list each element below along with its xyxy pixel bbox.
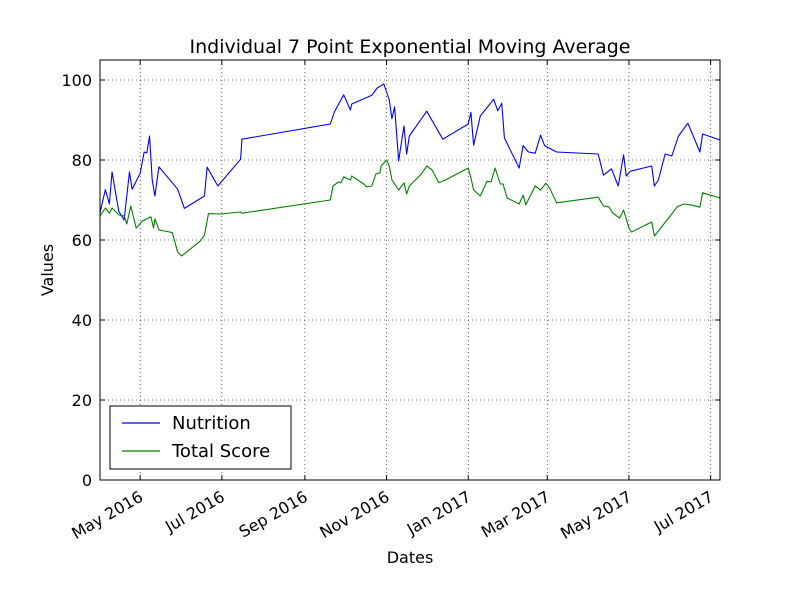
y-tick-label: 100 — [61, 71, 92, 90]
y-axis-label: Values — [38, 244, 57, 296]
y-tick-label: 60 — [72, 231, 92, 250]
legend-label: Nutrition — [172, 413, 251, 434]
series-line-total-score — [99, 159, 721, 257]
series-line-nutrition — [99, 83, 721, 221]
y-tick-label: 80 — [72, 151, 92, 170]
legend-label: Total Score — [171, 441, 270, 462]
y-tick-label: 20 — [72, 391, 92, 410]
legend-box — [109, 405, 292, 470]
y-tick-label: 0 — [82, 471, 92, 490]
legend: Nutrition Total Score — [109, 405, 292, 470]
y-tick-label: 40 — [72, 311, 92, 330]
series-layer — [99, 83, 721, 257]
plot-frame — [99, 59, 721, 481]
x-axis-label: Dates — [387, 548, 434, 567]
chart-title: Individual 7 Point Exponential Moving Av… — [189, 36, 630, 58]
